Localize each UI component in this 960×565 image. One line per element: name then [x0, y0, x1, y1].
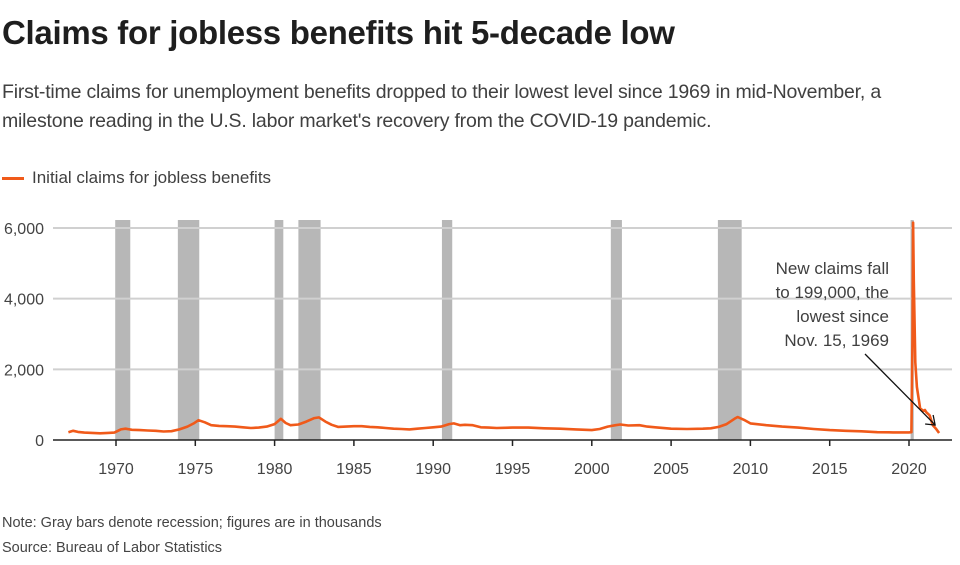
recession-bar [115, 220, 131, 440]
annotation-arrowhead-icon [925, 414, 936, 426]
annotation: New claims fall to 199,000, the lowest sin… [776, 259, 936, 426]
y-tick-label: 6,000 [4, 221, 44, 238]
series-lines [68, 221, 941, 435]
annotation-text-line: lowest since [796, 307, 889, 326]
x-tick-label: 2010 [733, 461, 769, 478]
recession-bar [298, 220, 321, 440]
annotation-text-line: New claims fall [776, 259, 889, 278]
recession-bar [177, 220, 200, 440]
legend-line-swatch [2, 176, 24, 180]
y-tick-label: 4,000 [4, 292, 44, 309]
recession-bar [441, 220, 453, 440]
recession-bar [610, 220, 622, 440]
annotation-text-line: Nov. 15, 1969 [784, 331, 889, 350]
x-axis: 1970 1975 1980 1985 1990 1995 2000 2005 2010 2015… [53, 439, 952, 478]
legend-label: Initial claims for jobless benefits [32, 168, 272, 187]
x-tick-label: 1980 [257, 461, 293, 478]
line-chart: 0 2,000 4,000 6,000 1970 1975 1980 1985 1990 199… [4, 220, 952, 478]
y-tick-label: 0 [35, 433, 44, 450]
x-tick-label: 2015 [812, 461, 848, 478]
annotation-text-line: to 199,000, the [776, 283, 889, 302]
x-tick-label: 2000 [574, 461, 610, 478]
note-text: Note: Gray bars denote recession; figure… [2, 515, 382, 531]
x-tick-label: 2005 [653, 461, 689, 478]
x-tick-label: 1970 [98, 461, 134, 478]
x-tick-label: 1995 [495, 461, 531, 478]
y-tick-label: 2,000 [4, 362, 44, 379]
y-axis: 0 2,000 4,000 6,000 [4, 221, 44, 450]
gridlines [53, 227, 952, 371]
recession-bars [115, 220, 914, 440]
chart-title: Claims for jobless benefits hit 5-decade… [2, 14, 675, 51]
x-tick-label: 1990 [415, 461, 451, 478]
x-tick-label: 1985 [336, 461, 372, 478]
x-tick-label: 2020 [891, 461, 927, 478]
source-text: Source: Bureau of Labor Statistics [2, 540, 223, 556]
x-tick-label: 1975 [178, 461, 214, 478]
chart-subtitle: First-time claims for unemployment benef… [2, 81, 881, 132]
legend: Initial claims for jobless benefits [2, 168, 271, 188]
annotation-arrow-line [864, 353, 936, 426]
recession-bar [274, 220, 284, 440]
series-line-initial-claims [68, 221, 941, 435]
recession-bar [717, 220, 742, 440]
